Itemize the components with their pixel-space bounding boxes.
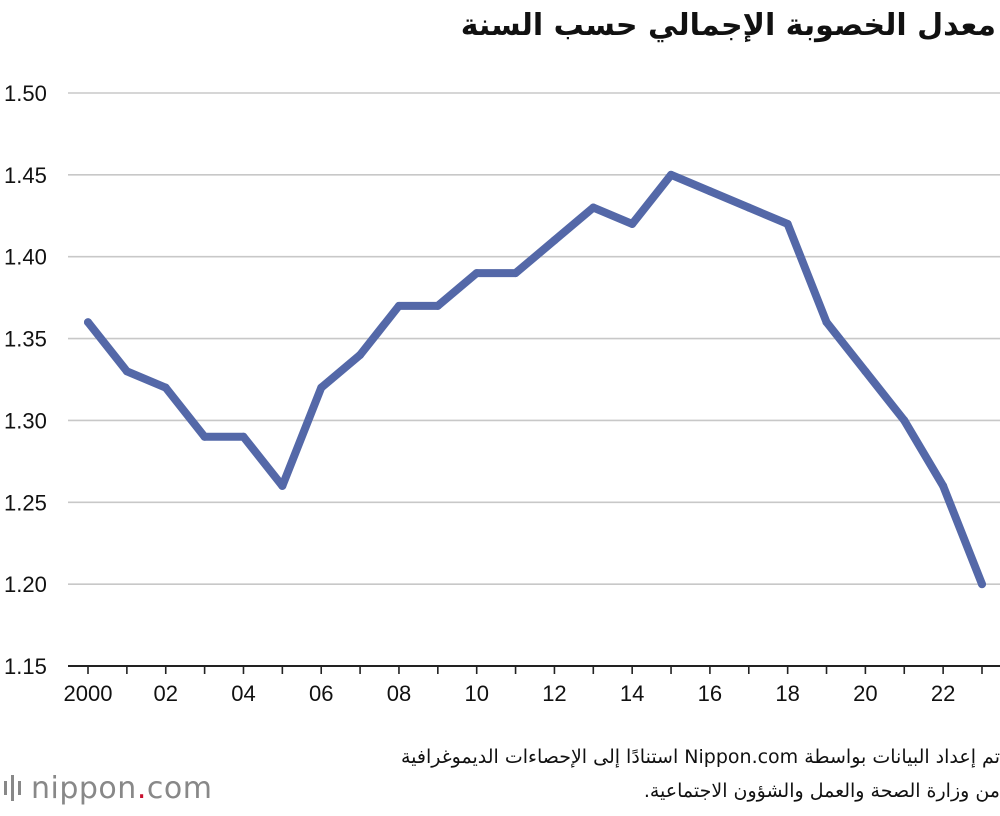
source-line-2: من وزارة الصحة والعمل والشؤون الاجتماعية… — [643, 780, 1000, 802]
x-axis-ticks: 2000 02 04 06 08 10 12 14 16 18 20 22 — [64, 666, 983, 706]
data-point — [589, 203, 598, 212]
data-point — [550, 236, 559, 245]
y-tick-label: 1.45 — [4, 163, 47, 188]
data-point — [939, 481, 948, 490]
data-point — [822, 318, 831, 327]
data-point — [122, 367, 131, 376]
x-tick-label: 2000 — [64, 681, 113, 706]
logo-text: nippon.com — [31, 771, 212, 806]
data-point — [705, 187, 714, 196]
logo-dot: . — [136, 770, 147, 806]
y-tick-label: 1.40 — [4, 245, 47, 270]
x-tick-label: 04 — [231, 681, 255, 706]
y-tick-label: 1.35 — [4, 327, 47, 352]
data-point — [511, 269, 520, 278]
data-point — [239, 432, 248, 441]
source-note: تم إعداد البيانات بواسطة Nippon.com استن… — [240, 740, 1000, 808]
data-point — [861, 367, 870, 376]
series-group — [84, 170, 986, 589]
data-point — [200, 432, 209, 441]
x-tick-label: 08 — [387, 681, 411, 706]
gridlines — [68, 92, 1000, 585]
x-tick-label: 12 — [542, 681, 566, 706]
x-tick-label: 06 — [309, 681, 333, 706]
line-chart: 1.15 1.20 1.25 1.30 1.35 1.40 1.45 1.50 2000 02 0… — [4, 81, 1000, 706]
y-axis-ticks: 1.15 1.20 1.25 1.30 1.35 1.40 1.45 1.50 — [4, 81, 47, 679]
data-point — [667, 170, 676, 179]
y-tick-label: 1.25 — [4, 490, 47, 515]
data-point — [744, 203, 753, 212]
data-point — [356, 350, 365, 359]
data-point — [433, 301, 442, 310]
data-point — [978, 580, 986, 589]
data-point — [783, 219, 792, 228]
source-line-1: تم إعداد البيانات بواسطة Nippon.com استن… — [400, 746, 1000, 768]
data-point — [317, 383, 326, 392]
data-point — [472, 269, 481, 278]
y-tick-label: 1.20 — [4, 572, 47, 597]
data-point — [84, 318, 92, 327]
x-tick-label: 18 — [775, 681, 799, 706]
y-tick-label: 1.50 — [4, 81, 47, 106]
logo-text-after: com — [146, 770, 213, 806]
logo-text-before: nippon — [31, 770, 137, 806]
logo-mark-icon — [4, 775, 21, 801]
nippon-logo: nippon.com — [4, 766, 212, 810]
chart-title: معدل الخصوبة الإجمالي حسب السنة — [460, 8, 996, 43]
x-tick-label: 14 — [620, 681, 644, 706]
y-tick-label: 1.15 — [4, 654, 47, 679]
x-tick-label: 10 — [464, 681, 488, 706]
y-tick-label: 1.30 — [4, 408, 47, 433]
x-tick-label: 22 — [931, 681, 955, 706]
x-tick-label: 20 — [853, 681, 877, 706]
data-point — [900, 416, 909, 425]
data-point — [278, 481, 287, 490]
series-line — [84, 170, 986, 589]
data-point — [161, 383, 170, 392]
data-point — [394, 301, 403, 310]
data-point — [628, 219, 637, 228]
x-tick-label: 16 — [698, 681, 722, 706]
x-tick-label: 02 — [153, 681, 177, 706]
